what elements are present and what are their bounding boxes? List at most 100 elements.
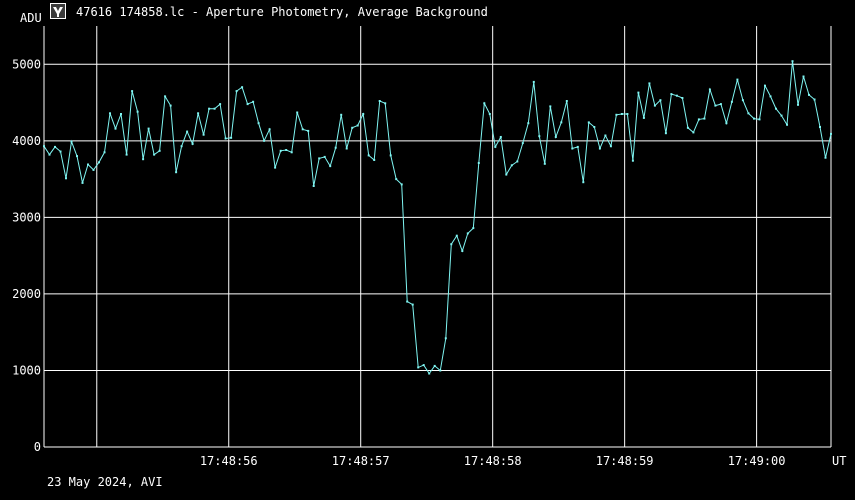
data-point	[797, 103, 799, 106]
data-point	[516, 160, 519, 163]
data-point	[791, 60, 794, 63]
data-point	[692, 131, 695, 134]
data-point	[455, 234, 458, 237]
data-point	[598, 147, 601, 150]
data-point	[675, 94, 678, 97]
data-point	[433, 364, 436, 367]
data-point	[98, 161, 100, 164]
x-tick-label: 17:48:56	[200, 454, 258, 468]
y-tick-label: 3000	[12, 210, 41, 224]
data-point	[351, 126, 354, 129]
data-point	[43, 145, 45, 148]
data-point	[428, 372, 431, 375]
data-point	[356, 124, 359, 127]
data-point	[466, 232, 469, 235]
data-point	[808, 93, 810, 96]
x-tick-label: 17:48:57	[332, 454, 390, 468]
data-point	[549, 105, 552, 108]
data-point	[554, 136, 557, 138]
data-point	[703, 117, 706, 120]
data-point	[103, 151, 106, 154]
x-tick-label: 17:48:59	[596, 454, 654, 468]
data-point	[59, 150, 62, 153]
data-point	[714, 104, 717, 107]
data-point	[532, 80, 535, 83]
observation-date-label: 23 May 2024, AVI	[47, 475, 163, 489]
data-point	[268, 128, 271, 131]
data-point	[389, 154, 392, 157]
data-point	[329, 165, 332, 168]
data-point	[681, 97, 684, 99]
data-point	[499, 136, 502, 138]
data-point	[538, 135, 541, 138]
y-tick-label: 1000	[12, 363, 41, 377]
data-point	[560, 121, 563, 124]
data-point	[334, 146, 337, 149]
data-point	[290, 151, 293, 154]
data-point	[637, 91, 640, 94]
plot-frame	[43, 26, 832, 448]
data-point	[444, 337, 447, 340]
data-point	[406, 300, 409, 303]
data-point	[747, 112, 750, 115]
data-point	[582, 181, 585, 184]
data-point	[505, 173, 508, 176]
data-point	[527, 122, 530, 125]
y-tick-label: 5000	[12, 57, 41, 71]
data-point	[191, 142, 194, 145]
data-point	[604, 134, 607, 137]
data-point	[136, 110, 139, 113]
data-point	[274, 166, 277, 169]
data-point	[758, 118, 761, 121]
data-point	[450, 243, 453, 246]
data-point	[521, 142, 524, 145]
data-point	[318, 157, 321, 160]
data-point	[488, 113, 491, 115]
data-point	[142, 158, 145, 161]
data-point	[593, 126, 596, 128]
data-point	[48, 153, 51, 156]
data-point	[367, 154, 370, 157]
data-point	[241, 86, 244, 89]
data-point	[719, 103, 722, 106]
data-point	[472, 227, 475, 230]
data-point	[686, 126, 689, 129]
data-point	[736, 78, 739, 81]
data-point	[571, 147, 574, 150]
data-point	[786, 123, 788, 126]
data-point	[257, 122, 260, 125]
data-point	[120, 113, 122, 115]
data-point	[626, 113, 629, 115]
data-point	[461, 250, 464, 252]
data-point	[65, 177, 67, 180]
data-point	[81, 181, 84, 184]
data-point	[87, 163, 89, 166]
data-point	[819, 126, 821, 128]
data-point	[565, 100, 568, 102]
data-point	[730, 100, 733, 103]
data-point	[296, 111, 299, 114]
data-point	[114, 127, 117, 130]
data-point	[197, 112, 200, 115]
data-point	[659, 99, 662, 102]
y-tick-label: 0	[34, 440, 41, 454]
data-point	[208, 107, 211, 110]
data-point	[373, 159, 376, 161]
data-point	[224, 137, 227, 140]
data-point	[202, 133, 205, 136]
data-point	[725, 122, 728, 125]
data-point	[708, 88, 711, 91]
data-point	[164, 95, 167, 98]
data-point	[813, 98, 816, 101]
data-point	[741, 99, 744, 102]
data-point	[54, 145, 56, 148]
data-point	[180, 145, 183, 148]
data-point	[769, 95, 772, 98]
data-point	[422, 364, 425, 367]
data-point	[70, 140, 73, 143]
y-axis-unit-label: ADU	[20, 11, 42, 25]
title-bar: 47616 174858.lc - Aperture Photometry, A…	[0, 0, 855, 24]
data-point	[186, 130, 189, 133]
data-point	[587, 121, 590, 124]
